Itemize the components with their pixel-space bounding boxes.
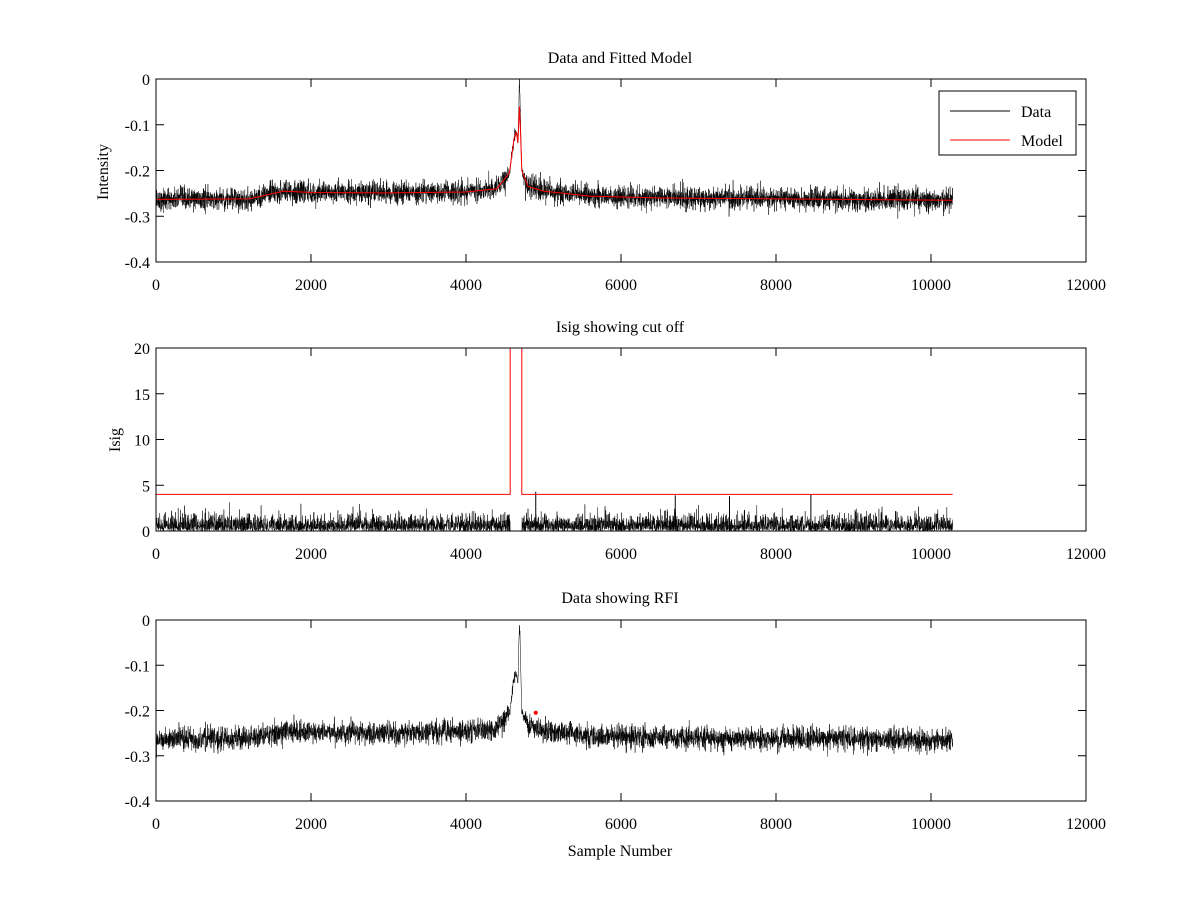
figure-xlabel: Sample Number [568, 843, 673, 860]
panel-3-ytick-label-1: -0.3 [125, 749, 150, 766]
panel-1-ytick-label-2: -0.2 [125, 164, 150, 181]
panel-3-ytick-label-2: -0.2 [125, 704, 150, 721]
panel-3-xtick-label-4: 8000 [760, 816, 792, 833]
panel-2-axes: 0 2000 4000 6000 8000 10000 12000 0 5 10 15 20 [134, 341, 1106, 563]
panel-2-ylabel: Isig [107, 428, 124, 452]
panel-2-title: Isig showing cut off [556, 319, 685, 336]
panel-rfi: Data showing RFI 0 2000 4000 6000 8000 10000 1… [125, 590, 1106, 860]
panel-1-plot-area [156, 79, 953, 219]
panel-1-xtick-label-0: 0 [152, 277, 160, 294]
panel-3-xtick-label-6: 12000 [1066, 816, 1106, 833]
panel-3-series-rfi-marker-0 [533, 710, 538, 715]
panel-isig: Isig showing cut off Isig 0 2000 4000 6000 8… [107, 319, 1106, 563]
panel-2-plot-area [156, 348, 953, 531]
panel-2-series-cut-off [156, 348, 953, 495]
panel-3-xtick-label-2: 4000 [450, 816, 482, 833]
panel-1-series-data [156, 79, 953, 219]
panel-3-plot-area [156, 625, 953, 758]
panel-3-series-data [156, 625, 953, 758]
panel-2-xtick-label-2: 4000 [450, 546, 482, 563]
panel-2-xtick-label-3: 6000 [605, 546, 637, 563]
panel-2-xtick-label-4: 8000 [760, 546, 792, 563]
panel-3-xtick-label-5: 10000 [911, 816, 951, 833]
panel-1-ytick-label-0: -0.4 [125, 255, 150, 272]
panel-2-series-isig [156, 502, 953, 531]
panel-1-xtick-label-6: 12000 [1066, 277, 1106, 294]
legend-label-data: Data [1021, 104, 1051, 121]
panel-3-xtick-label-0: 0 [152, 816, 160, 833]
panel-1-xtick-label-2: 4000 [450, 277, 482, 294]
panel-1-axes: 0 2000 4000 6000 8000 10000 12000 -0.4 -0.3 -0.2 -… [125, 72, 1106, 294]
panel-2-ytick-label-1: 5 [142, 478, 150, 495]
panel-2-xtick-label-1: 2000 [295, 546, 327, 563]
panel-data-and-model: Data and Fitted Model Intensity 0 2000 400… [95, 50, 1106, 294]
panel-1-title: Data and Fitted Model [548, 50, 693, 67]
legend-label-model: Model [1021, 133, 1063, 150]
panel-2-xtick-label-0: 0 [152, 546, 160, 563]
panel-1-xtick-label-4: 8000 [760, 277, 792, 294]
panel-2-ytick-label-0: 0 [142, 524, 150, 541]
panel-1-ylabel: Intensity [95, 144, 112, 200]
panel-2-ytick-label-2: 10 [134, 433, 150, 450]
panel-2-xtick-label-6: 12000 [1066, 546, 1106, 563]
panel-1-xtick-label-5: 10000 [911, 277, 951, 294]
panel-1-ytick-label-1: -0.3 [125, 209, 150, 226]
panel-3-xtick-label-1: 2000 [295, 816, 327, 833]
panel-2-xtick-label-5: 10000 [911, 546, 951, 563]
panel-3-xtick-label-3: 6000 [605, 816, 637, 833]
panel-1-ytick-label-3: -0.1 [125, 118, 150, 135]
panel-3-axes: 0 2000 4000 6000 8000 10000 12000 -0.4 -0.3 -0.2 -… [125, 613, 1106, 833]
panel-3-ytick-label-4: 0 [142, 613, 150, 630]
panel-1-xtick-label-1: 2000 [295, 277, 327, 294]
panel-1-legend: Data Model [938, 90, 1077, 156]
panel-1-xtick-label-3: 6000 [605, 277, 637, 294]
panel-2-ytick-label-3: 15 [134, 387, 150, 404]
panel-2-ytick-label-4: 20 [134, 341, 150, 358]
panel-3-title: Data showing RFI [561, 590, 678, 607]
legend-box [938, 90, 1077, 156]
panel-1-ytick-label-4: 0 [142, 72, 150, 89]
panel-3-ytick-label-3: -0.1 [125, 658, 150, 675]
panel-3-ytick-label-0: -0.4 [125, 794, 150, 811]
panel-1-series-model [156, 106, 953, 201]
